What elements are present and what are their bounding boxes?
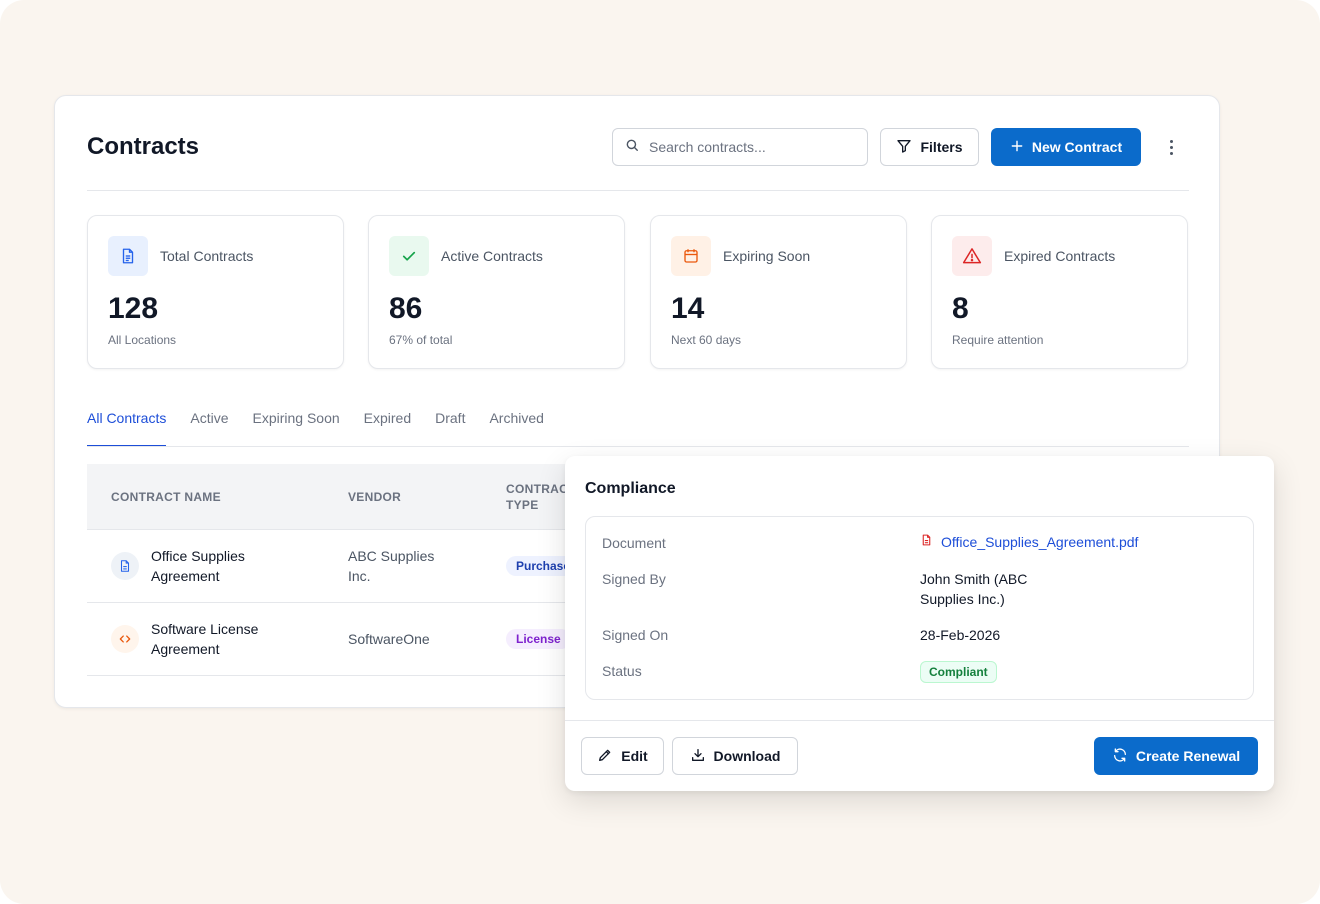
tab-draft[interactable]: Draft bbox=[435, 410, 466, 426]
filter-icon bbox=[896, 138, 912, 157]
search-box[interactable] bbox=[612, 128, 868, 166]
document-link[interactable]: Office_Supplies_Agreement.pdf bbox=[920, 533, 1138, 550]
stat-card-active: Active Contracts 86 67% of total bbox=[368, 215, 625, 369]
panel-title: Compliance bbox=[585, 480, 676, 497]
create-renewal-label: Create Renewal bbox=[1135, 748, 1241, 764]
column-header-contract-type[interactable]: CONTRAC TYPE bbox=[506, 482, 569, 512]
tab-archived[interactable]: Archived bbox=[489, 410, 544, 426]
signed-on-value: 28-Feb-2026 bbox=[920, 627, 1001, 643]
search-icon bbox=[625, 138, 639, 157]
stat-value: 86 bbox=[389, 292, 423, 325]
stat-value: 128 bbox=[108, 292, 159, 325]
new-contract-label: New Contract bbox=[1031, 139, 1123, 155]
stat-value: 14 bbox=[671, 292, 705, 325]
more-options-icon[interactable] bbox=[1159, 134, 1183, 160]
code-icon bbox=[111, 625, 139, 653]
stat-label: Active Contracts bbox=[441, 248, 543, 264]
contract-tabs: All Contracts Active Expiring Soon Expir… bbox=[87, 410, 544, 447]
stat-value: 8 bbox=[952, 292, 969, 325]
document-filename: Office_Supplies_Agreement.pdf bbox=[941, 533, 1139, 550]
signed-by-value: John Smith (ABC Supplies Inc.) bbox=[920, 571, 1028, 607]
search-input[interactable] bbox=[649, 139, 849, 155]
check-icon bbox=[389, 236, 429, 276]
contract-type-badge: Purchase bbox=[506, 556, 581, 576]
contract-type-badge: License bbox=[506, 629, 571, 649]
column-header-vendor[interactable]: VENDOR bbox=[348, 490, 402, 504]
signed-by-label: Signed By bbox=[602, 571, 666, 587]
stat-subtext: Next 60 days bbox=[671, 333, 742, 347]
tab-expired[interactable]: Expired bbox=[363, 410, 412, 426]
tabs-divider bbox=[87, 446, 1189, 447]
new-contract-button[interactable]: New Contract bbox=[991, 128, 1141, 166]
download-button[interactable]: Download bbox=[672, 737, 798, 775]
vendor-name: SoftwareOne bbox=[348, 631, 430, 647]
page-title: Contracts bbox=[87, 133, 200, 160]
tab-active[interactable]: Active bbox=[190, 410, 229, 426]
pdf-file-icon bbox=[920, 533, 933, 550]
stat-card-expired: Expired Contracts 8 Require attention bbox=[931, 215, 1188, 369]
status-label: Status bbox=[602, 663, 642, 679]
warning-icon bbox=[952, 236, 992, 276]
compliance-details: Document Office_Supplies_Agreement.pdf S… bbox=[585, 516, 1254, 700]
download-icon bbox=[690, 747, 706, 766]
stat-subtext: Require attention bbox=[952, 333, 1044, 347]
status-badge: Compliant bbox=[920, 661, 997, 683]
download-label: Download bbox=[713, 748, 781, 764]
stat-label: Expiring Soon bbox=[723, 248, 811, 264]
edit-label: Edit bbox=[621, 748, 648, 764]
vendor-name: ABC Supplies Inc. bbox=[348, 548, 435, 584]
stat-label: Expired Contracts bbox=[1004, 248, 1116, 264]
tab-all-contracts[interactable]: All Contracts bbox=[87, 410, 167, 447]
document-icon bbox=[108, 236, 148, 276]
create-renewal-button[interactable]: Create Renewal bbox=[1094, 737, 1258, 775]
panel-divider bbox=[565, 720, 1274, 721]
calendar-icon bbox=[671, 236, 711, 276]
pencil-icon bbox=[597, 747, 613, 766]
compliance-panel: Compliance Document Office_Supplies_Agre… bbox=[565, 456, 1274, 791]
signed-on-label: Signed On bbox=[602, 627, 669, 643]
contract-name[interactable]: Software License Agreement bbox=[151, 621, 259, 657]
stat-subtext: 67% of total bbox=[389, 333, 453, 347]
edit-button[interactable]: Edit bbox=[581, 737, 664, 775]
tab-expiring-soon[interactable]: Expiring Soon bbox=[252, 410, 340, 426]
stat-card-expiring: Expiring Soon 14 Next 60 days bbox=[650, 215, 907, 369]
document-label: Document bbox=[602, 535, 666, 551]
stat-card-total: Total Contracts 128 All Locations bbox=[87, 215, 344, 369]
filters-button[interactable]: Filters bbox=[880, 128, 979, 166]
header-divider bbox=[87, 190, 1189, 191]
document-icon bbox=[111, 552, 139, 580]
contract-name[interactable]: Office Supplies Agreement bbox=[151, 548, 245, 584]
column-header-contract-name[interactable]: CONTRACT NAME bbox=[111, 490, 221, 504]
stat-label: Total Contracts bbox=[160, 248, 254, 264]
refresh-icon bbox=[1112, 747, 1128, 766]
plus-icon bbox=[1010, 139, 1024, 156]
stat-subtext: All Locations bbox=[108, 333, 177, 347]
filters-label: Filters bbox=[920, 139, 963, 155]
